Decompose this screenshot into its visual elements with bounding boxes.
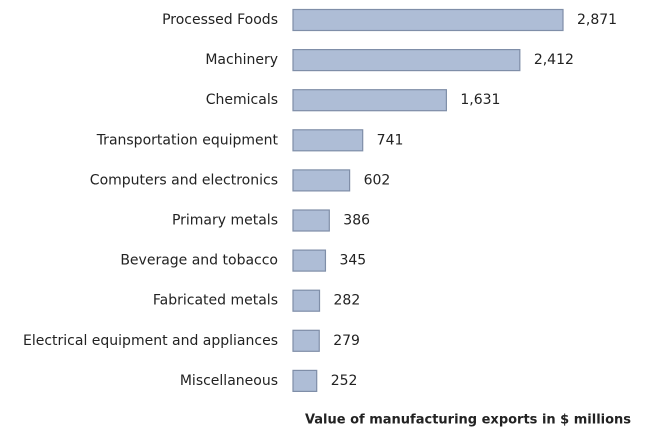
value-label: 252 — [331, 373, 358, 389]
value-label: 345 — [339, 253, 366, 269]
category-label: Miscellaneous — [180, 373, 278, 389]
value-label: 1,631 — [460, 92, 500, 108]
value-label: 279 — [333, 333, 360, 349]
value-label: 386 — [343, 213, 370, 229]
value-label: 741 — [377, 132, 404, 148]
bar — [292, 169, 351, 192]
bar — [292, 289, 321, 312]
value-label: 2,412 — [534, 52, 574, 68]
bar — [292, 369, 318, 392]
category-label: Primary metals — [172, 213, 278, 229]
bar — [292, 329, 320, 352]
x-axis-label: Value of manufacturing exports in $ mill… — [305, 413, 631, 428]
bar — [292, 129, 364, 152]
value-label: 282 — [334, 293, 361, 309]
category-label: Machinery — [205, 52, 278, 68]
category-label: Chemicals — [206, 92, 278, 108]
category-label: Fabricated metals — [153, 293, 278, 309]
value-label: 2,871 — [577, 12, 617, 28]
bar — [292, 89, 447, 112]
bar — [292, 8, 564, 32]
category-label: Processed Foods — [162, 12, 278, 28]
category-label: Electrical equipment and appliances — [23, 333, 278, 349]
category-label: Beverage and tobacco — [120, 253, 278, 269]
value-label: 602 — [364, 172, 391, 188]
bar — [292, 48, 521, 72]
bar — [292, 249, 327, 272]
category-label: Computers and electronics — [90, 172, 278, 188]
category-label: Transportation equipment — [96, 132, 279, 148]
bar — [292, 209, 330, 232]
